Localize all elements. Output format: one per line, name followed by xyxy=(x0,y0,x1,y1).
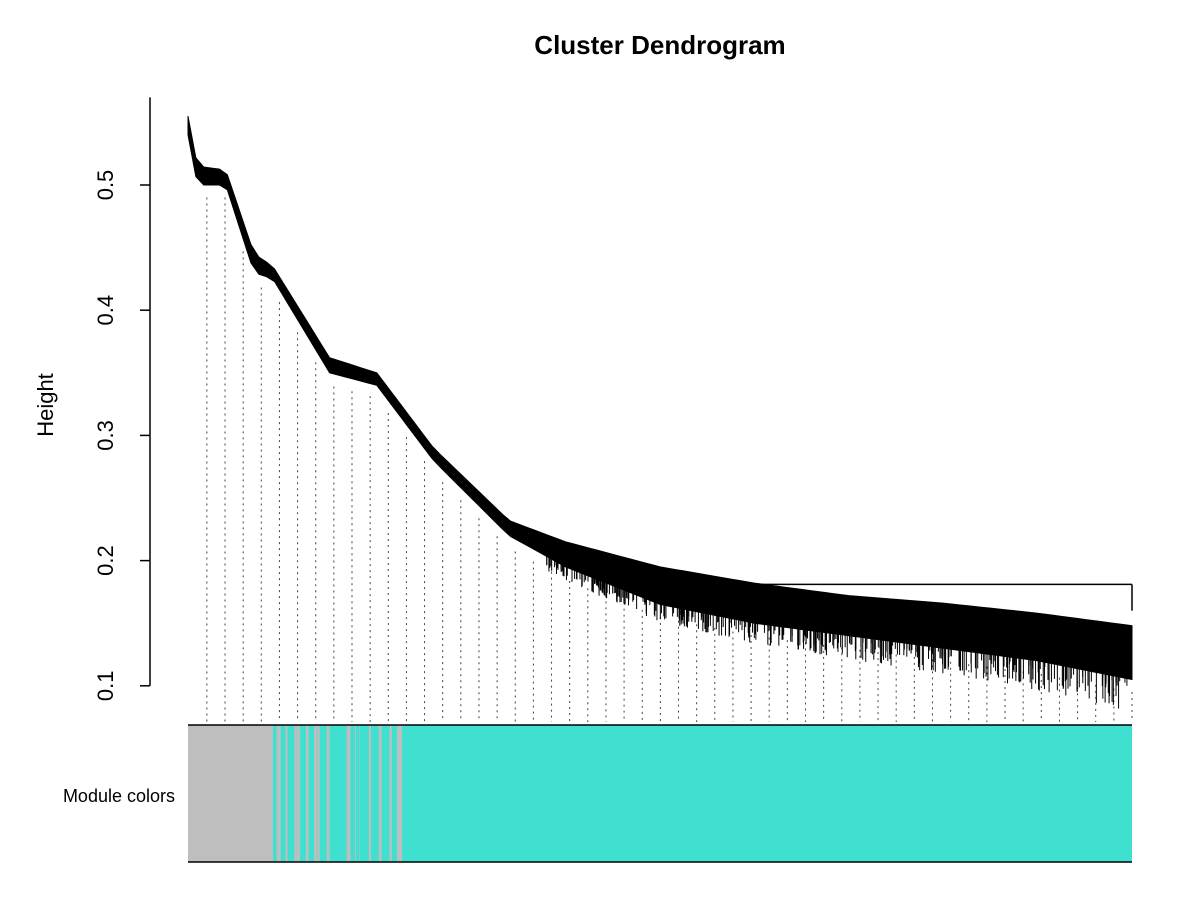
module-color-stripe xyxy=(330,725,333,862)
module-color-stripe xyxy=(368,725,372,862)
module-color-stripe xyxy=(343,725,347,862)
module-color-stripe xyxy=(379,725,382,862)
module-color-stripe xyxy=(294,725,297,862)
module-color-stripe xyxy=(328,725,330,862)
dendrogram-branches xyxy=(187,116,1133,709)
module-color-stripe xyxy=(386,725,389,862)
module-color-stripe xyxy=(289,725,293,862)
module-color-stripe xyxy=(354,725,356,862)
y-axis: 0.1 0.2 0.3 0.4 0.5 xyxy=(93,97,151,702)
module-color-stripe xyxy=(346,725,348,862)
module-color-stripe xyxy=(280,725,283,862)
leaf-guide-lines xyxy=(206,197,1133,722)
module-color-stripe xyxy=(317,725,320,862)
module-color-stripe xyxy=(323,725,326,862)
y-tick-label: 0.5 xyxy=(93,170,118,201)
module-color-stripe xyxy=(307,725,309,862)
module-color-stripe xyxy=(315,725,317,862)
dendrogram-band xyxy=(187,116,1133,681)
module-color-stripe xyxy=(396,725,400,862)
module-colors-bar xyxy=(188,724,1133,863)
module-color-stripe xyxy=(309,725,312,862)
module-color-stripe xyxy=(347,725,351,862)
y-axis-label: Height xyxy=(33,373,58,437)
module-color-stripe xyxy=(371,725,374,862)
module-color-stripe xyxy=(362,725,365,862)
module-color-stripe xyxy=(285,725,288,862)
module-color-stripe xyxy=(305,725,309,862)
module-color-segment-turquoise xyxy=(272,725,1133,862)
y-tick-label: 0.3 xyxy=(93,420,118,451)
module-color-stripe xyxy=(336,725,340,862)
module-color-stripe xyxy=(400,725,403,862)
module-color-stripe xyxy=(279,725,282,862)
module-color-stripe xyxy=(355,725,358,862)
module-color-stripe xyxy=(389,725,392,862)
module-color-stripe xyxy=(314,725,316,862)
module-color-segment-grey xyxy=(188,725,273,862)
module-color-stripe xyxy=(275,725,278,862)
module-color-stripe xyxy=(283,725,286,862)
chart-title: Cluster Dendrogram xyxy=(534,30,785,60)
module-color-stripe xyxy=(303,725,305,862)
y-tick-label: 0.4 xyxy=(93,295,118,326)
module-color-stripe xyxy=(276,725,280,862)
module-color-stripe xyxy=(366,725,369,862)
y-tick-label: 0.2 xyxy=(93,545,118,576)
module-color-stripe xyxy=(326,725,329,862)
module-color-stripe xyxy=(296,725,300,862)
module-color-stripe xyxy=(402,725,405,862)
module-color-stripe xyxy=(380,725,384,862)
y-tick-label: 0.1 xyxy=(93,671,118,702)
module-color-stripe xyxy=(360,725,363,862)
module-color-stripe xyxy=(340,725,343,862)
module-colors-label: Module colors xyxy=(63,786,175,806)
module-color-stripe xyxy=(394,725,396,862)
module-color-stripe xyxy=(320,725,324,862)
